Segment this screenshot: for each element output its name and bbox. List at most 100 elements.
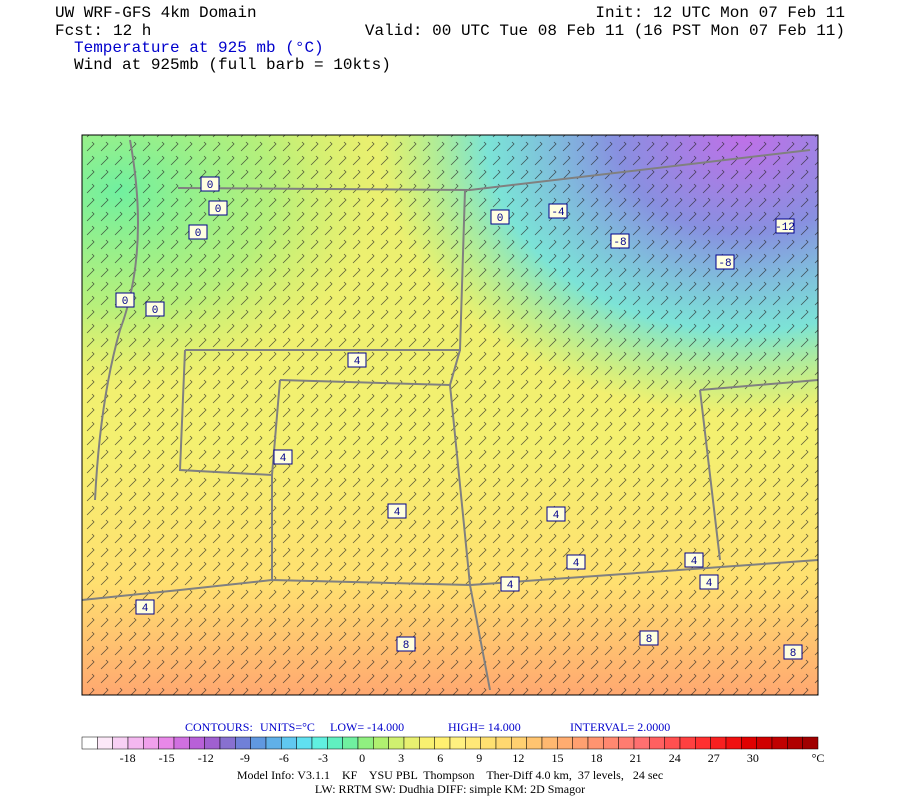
colorbar-swatch: [511, 736, 527, 750]
colorbar-swatch: [587, 736, 604, 750]
contour-label-text: 4: [573, 558, 580, 570]
colorbar-swatch: [649, 736, 665, 750]
contour-label-box: [684, 552, 704, 568]
colorbar-unit: °C: [812, 751, 825, 765]
colorbar-swatch: [81, 736, 98, 750]
contour-label-box: [546, 506, 566, 522]
wind: Wind at 925mb (full barb = 10kts): [74, 56, 391, 74]
contour-label: 8: [639, 630, 659, 646]
colorbar-tick-label: -18: [120, 751, 136, 765]
contour-label-box: [715, 254, 735, 270]
contour-label-box: [145, 301, 165, 317]
contour-label: 4: [684, 552, 704, 568]
contour-label-box: [639, 630, 659, 646]
colorbar-tick-label: -6: [279, 751, 289, 765]
contour-label-box: [548, 203, 568, 219]
fcst-label: Fcst:: [55, 22, 103, 40]
contour-label: 0: [490, 209, 510, 225]
colorbar-swatch: [434, 736, 451, 750]
contour-label-text: -12: [775, 222, 795, 234]
colorbar-tick-label: 3: [398, 751, 404, 765]
colorbar-tick-label: 9: [476, 751, 482, 765]
colorbar-swatch: [403, 736, 420, 750]
colorbar-swatch: [204, 736, 221, 750]
contours-units: UNITS=°C: [260, 720, 315, 734]
contour-label-text: 4: [142, 603, 149, 615]
contour-label: -8: [610, 233, 630, 249]
contour-label: 4: [500, 576, 520, 592]
colorbar-tick-label: 24: [669, 751, 681, 765]
contour-label: -8: [715, 254, 735, 270]
colorbar-tick-label: 0: [359, 751, 365, 765]
contour-label-text: -8: [613, 237, 626, 249]
contour-label: 0: [208, 200, 228, 216]
colorbar-swatch: [158, 736, 175, 750]
contour-label: 0: [145, 301, 165, 317]
colorbar-swatch: [572, 736, 589, 750]
contour-label-box: [783, 644, 803, 660]
colorbar-tick-label: 18: [591, 751, 603, 765]
contour-label-box: [699, 574, 719, 590]
colorbar-swatch: [296, 736, 313, 750]
contours-high: HIGH= 14.000: [448, 720, 521, 734]
colorbar-tick-label: -3: [318, 751, 328, 765]
contour-label: 8: [783, 644, 803, 660]
colorbar-swatch: [526, 736, 543, 750]
footer-physics: LW: RRTM SW: Dudhia DIFF: simple KM: 2D …: [315, 782, 585, 796]
colorbar-tick-label: 27: [708, 751, 720, 765]
colorbar-swatch: [327, 736, 343, 750]
contour-label-box: [396, 636, 416, 652]
colorbar-swatch: [465, 736, 481, 750]
contour-label-box: [208, 200, 228, 216]
contour-label: 0: [115, 292, 135, 308]
contour-label: 0: [188, 224, 208, 240]
colorbar-swatch: [664, 736, 681, 750]
colorbar-swatch: [787, 736, 803, 750]
contour-label-box: [490, 209, 510, 225]
colorbar-swatch: [741, 736, 757, 750]
colorbar-swatch: [311, 736, 328, 750]
colorbar-swatch: [557, 736, 573, 750]
colorbar-swatch: [603, 736, 619, 750]
colorbar-tick-label: 15: [551, 751, 563, 765]
contour-label-text: 4: [706, 578, 713, 590]
colorbar-tick-label: 30: [747, 751, 759, 765]
contour-label-text: 4: [280, 453, 287, 465]
contour-label-text: 0: [152, 305, 159, 317]
colorbar-swatch: [357, 736, 374, 750]
contour-label-box: [200, 176, 220, 192]
colorbar-swatch: [265, 736, 282, 750]
contour-label: 4: [566, 554, 586, 570]
colorbar-swatch: [97, 736, 113, 750]
colorbar-swatch: [189, 736, 205, 750]
contour-label-text: 0: [122, 296, 129, 308]
contour-label-text: 4: [354, 356, 361, 368]
contour-label-text: 0: [195, 228, 202, 240]
contour-label-box: [566, 554, 586, 570]
footer-model: Model Info: V3.1.1 KF YSU PBL Thompson T…: [237, 768, 663, 782]
field: Temperature at 925 mb (°C): [74, 39, 324, 57]
colorbar-tick-label: 12: [512, 751, 524, 765]
colorbar-swatch: [419, 736, 435, 750]
contour-label: -12: [775, 218, 795, 234]
colorbar-swatch: [710, 736, 727, 750]
contour-label: 4: [273, 449, 293, 465]
contour-label-text: 0: [215, 204, 222, 216]
colorbar-swatch: [250, 736, 267, 750]
contour-label-box: [347, 352, 367, 368]
colorbar-tick-label: 21: [630, 751, 642, 765]
contour-label: 8: [396, 636, 416, 652]
colorbar-swatch: [618, 736, 635, 750]
colorbar-swatch: [373, 736, 389, 750]
contour-label-text: 4: [553, 510, 560, 522]
colorbar-swatch: [219, 736, 236, 750]
contour-label-text: 4: [691, 556, 698, 568]
fcst-value: 12 h: [113, 22, 151, 40]
colorbar-swatch: [449, 736, 466, 750]
contour-label-text: 4: [507, 580, 514, 592]
contour-label: 4: [699, 574, 719, 590]
contour-label-text: 8: [403, 640, 410, 652]
contour-label-box: [115, 292, 135, 308]
contour-label-text: -8: [718, 258, 731, 270]
